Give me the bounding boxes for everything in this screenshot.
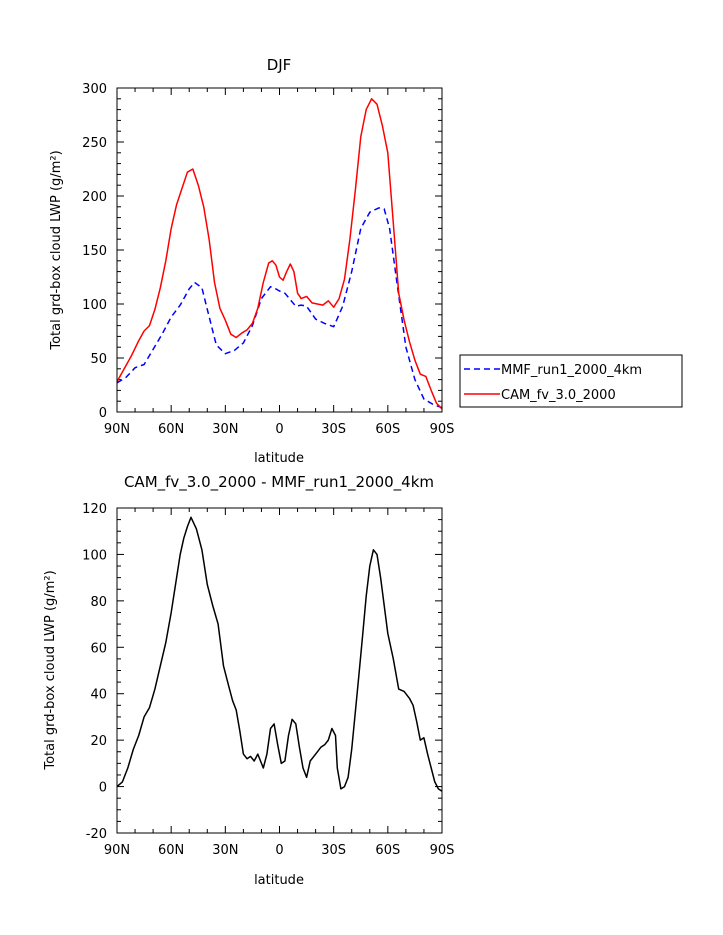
- legend-box: [459, 354, 683, 408]
- bottom-chart-x-tick-label: 30N: [212, 843, 238, 858]
- top-chart-y-tick-labels: 0 50 100 150 200 250 300: [82, 82, 107, 421]
- bottom-chart-series-layer: [116, 516, 443, 792]
- top-chart-x-tick-label: 90S: [430, 422, 455, 437]
- bottom-chart-y-tick-label: 80: [90, 595, 107, 610]
- bottom-chart-y-tick-label: 60: [90, 641, 107, 656]
- bottom-chart-y-tick-label: 120: [82, 502, 107, 517]
- top-chart-x-tick-label: 30N: [212, 422, 238, 437]
- bottom-chart-x-tick-label: 60N: [158, 843, 184, 858]
- top-chart-x-tick-labels: 90N 60N 30N 0 30S 60S 90S: [104, 422, 455, 437]
- bottom-chart-x-tick-label: 30S: [321, 843, 346, 858]
- top-chart-y-axis-title: Total grd-box cloud LWP (g/m²): [49, 150, 64, 350]
- top-chart-y-tick-label: 100: [82, 298, 107, 313]
- legend-label-cam: CAM_fv_3.0_2000: [501, 388, 616, 403]
- bottom-chart-x-tick-label: 90N: [104, 843, 130, 858]
- top-chart-y-tick-label: 0: [99, 406, 107, 421]
- bottom-chart-x-axis-title: latitude: [254, 873, 304, 888]
- bottom-chart-panel: CAM_fv_3.0_2000 - MMF_run1_2000_4km 90N 6…: [43, 473, 454, 888]
- bottom-chart-y-tick-label: 20: [90, 734, 107, 749]
- top-chart-series-layer: [116, 98, 443, 410]
- legend: MMF_run1_2000_4km CAM_fv_3.0_2000: [459, 354, 683, 408]
- top-chart-y-tick-label: 50: [90, 352, 107, 367]
- top-chart-y-tick-label: 200: [82, 190, 107, 205]
- top-chart-x-tick-label: 90N: [104, 422, 130, 437]
- bottom-chart-series-line-difference: [116, 516, 443, 792]
- top-chart-panel: DJF 90N 60N 30N 0 30S 60S 90S 0 50 100 150 200 250 3…: [49, 56, 683, 466]
- bottom-chart-y-axis-title: Total grd-box cloud LWP (g/m²): [43, 570, 58, 770]
- bottom-chart-y-tick-labels: -20 0 20 40 60 80 100 120: [82, 502, 107, 842]
- bottom-chart-y-tick-label: -20: [86, 827, 107, 842]
- top-chart-y-tick-label: 250: [82, 136, 107, 151]
- bottom-chart-x-tick-labels: 90N 60N 30N 0 30S 60S 90S: [104, 843, 455, 858]
- top-chart-x-tick-label: 0: [275, 422, 283, 437]
- top-chart-x-tick-label: 60N: [158, 422, 184, 437]
- top-chart-x-axis-title: latitude: [254, 451, 304, 466]
- top-chart-title: DJF: [267, 56, 292, 74]
- bottom-chart-title: CAM_fv_3.0_2000 - MMF_run1_2000_4km: [124, 473, 434, 492]
- top-chart-x-tick-label: 30S: [321, 422, 346, 437]
- top-chart-y-tick-label: 150: [82, 244, 107, 259]
- top-chart-plot-frame: [116, 87, 443, 413]
- bottom-chart-x-tick-label: 60S: [375, 843, 400, 858]
- bottom-chart-plot-frame: [116, 507, 443, 834]
- bottom-chart-y-tick-label: 100: [82, 548, 107, 563]
- legend-label-mmf: MMF_run1_2000_4km: [501, 363, 642, 378]
- top-chart-series-line-cam-fv-3-0-2000: [116, 98, 443, 410]
- bottom-chart-ticks: [116, 507, 443, 834]
- bottom-chart-x-tick-label: 0: [275, 843, 283, 858]
- bottom-chart-x-tick-label: 90S: [430, 843, 455, 858]
- top-chart-series-line-mmf-run1-2000-4km: [116, 207, 443, 409]
- bottom-chart-y-tick-label: 0: [99, 781, 107, 796]
- bottom-chart-y-tick-label: 40: [90, 688, 107, 703]
- top-chart-y-tick-label: 300: [82, 82, 107, 97]
- top-chart-x-tick-label: 60S: [375, 422, 400, 437]
